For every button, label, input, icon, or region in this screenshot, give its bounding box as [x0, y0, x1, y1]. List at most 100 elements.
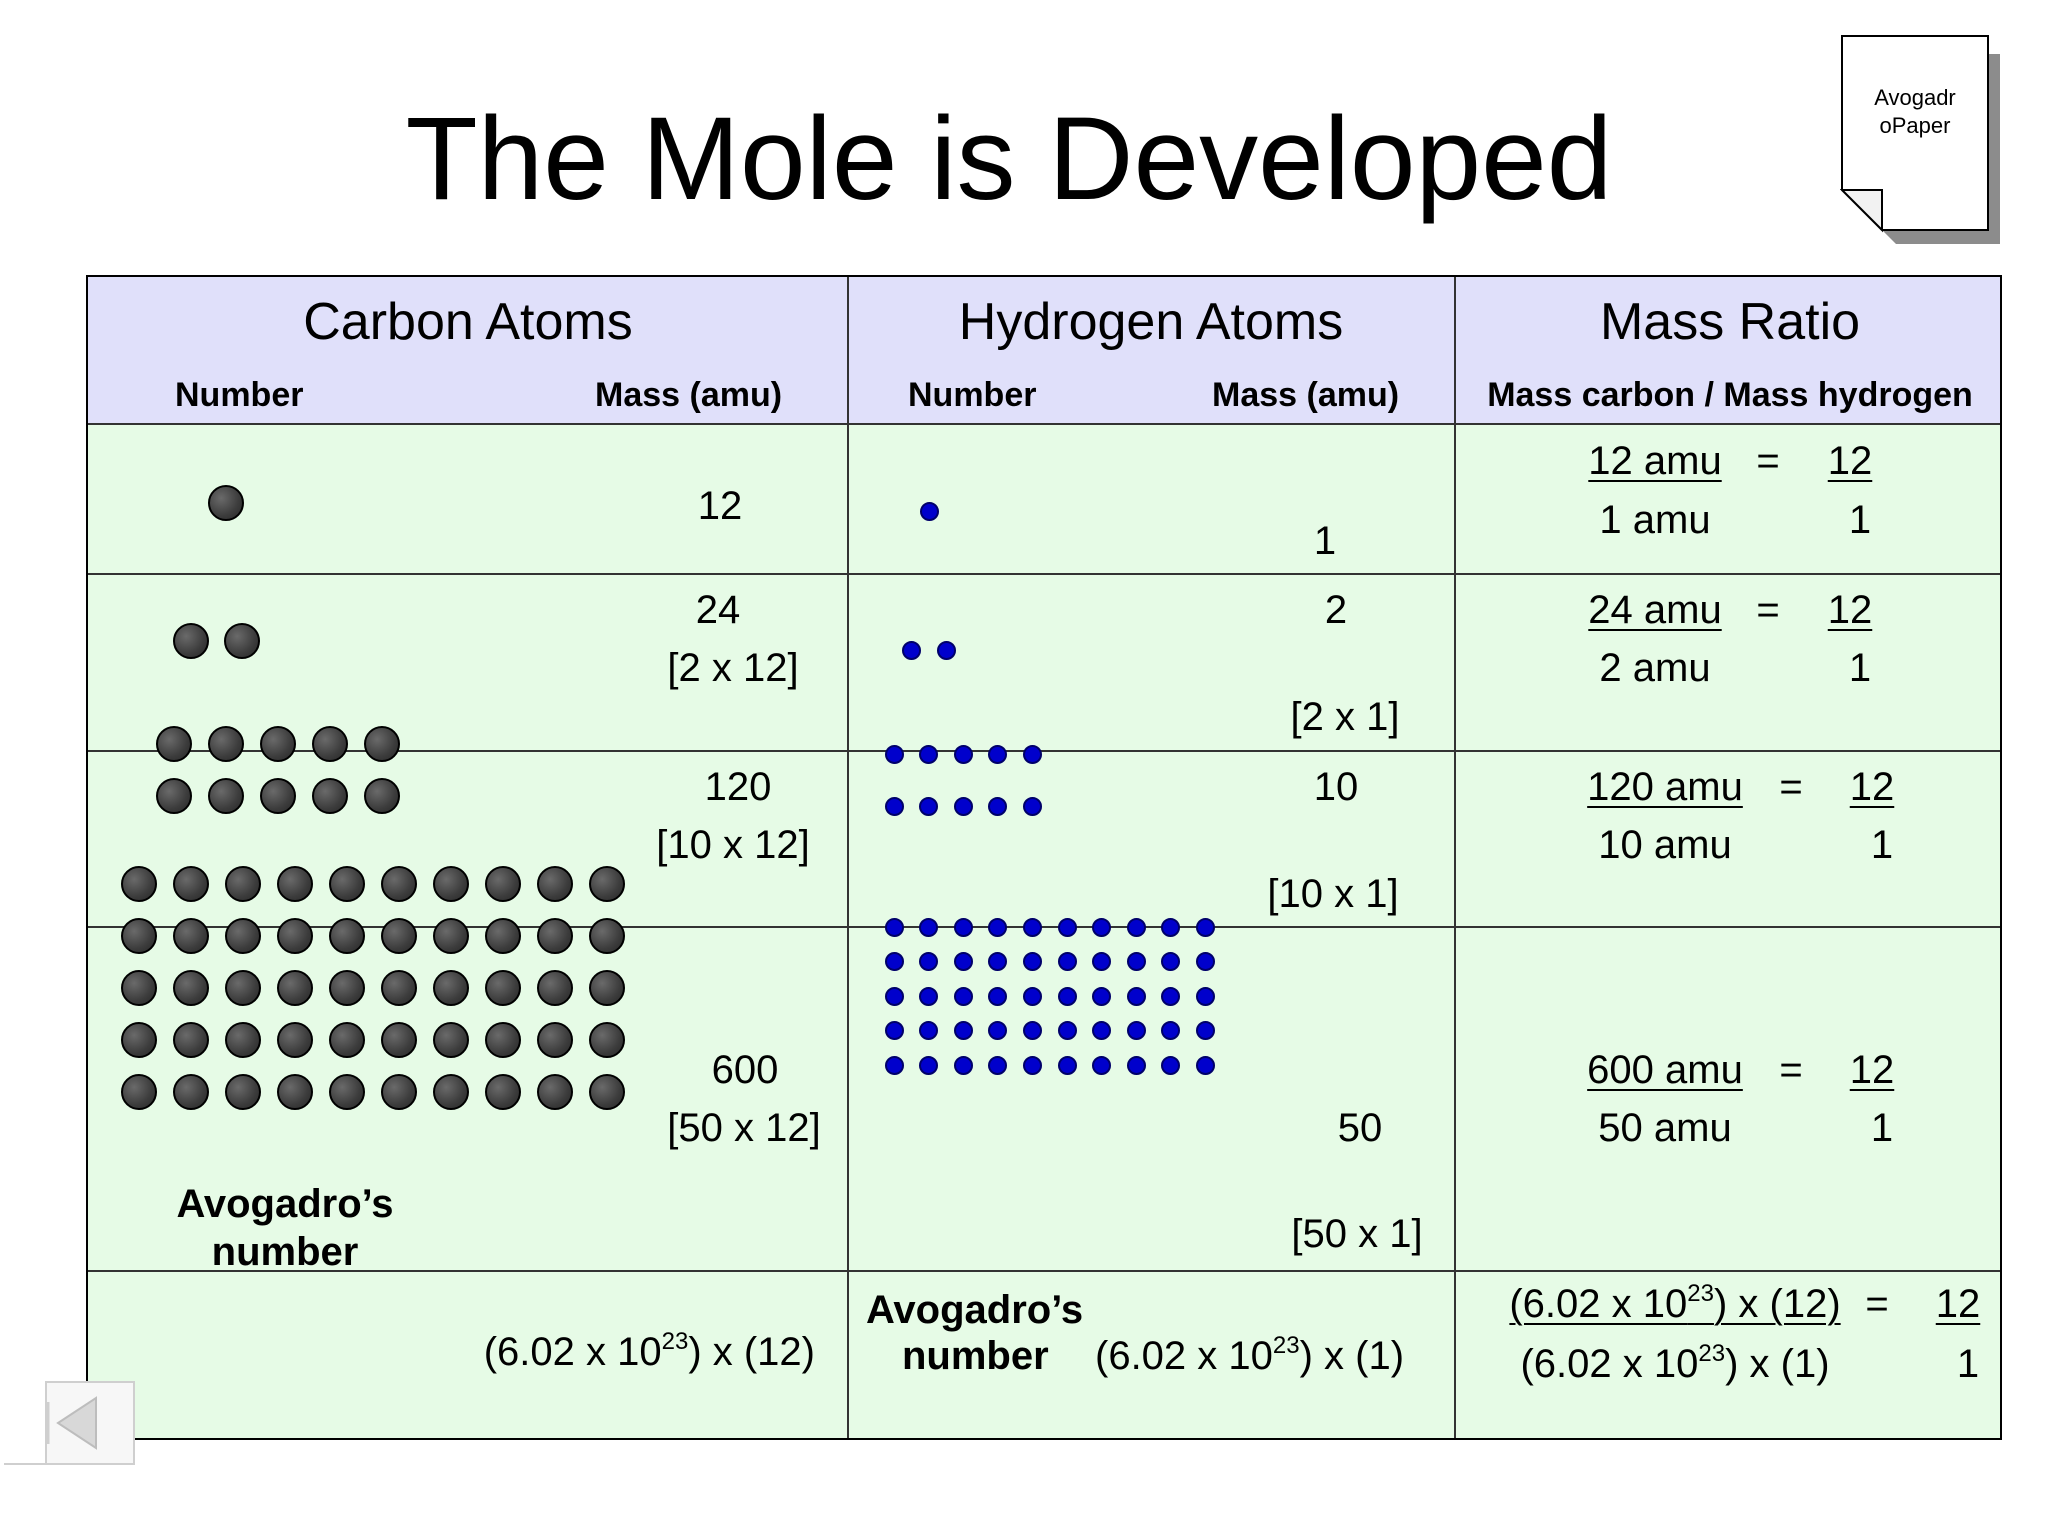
hydrogen-atom	[988, 952, 1008, 971]
hydrogen-atom	[988, 1021, 1008, 1040]
ratio-res-den-avogadro: 1	[1956, 1342, 1980, 1386]
carbon-mass-3: 120	[704, 765, 772, 809]
hydrogen-atom	[1022, 796, 1042, 816]
carbon-atom	[589, 1074, 625, 1110]
ratio-num-avogadro: (6.02 x 1023) x (12)	[1509, 1280, 1841, 1326]
paper-label-line1: Avogadr	[1874, 85, 1956, 110]
hydrogen-atom	[1022, 1055, 1042, 1075]
carbon-atom	[121, 918, 157, 954]
carbon-atom	[485, 1074, 521, 1110]
carbon-atom	[277, 866, 313, 902]
ratio-num-1: 12 amu	[1588, 439, 1722, 483]
ratio-num-2: 24 amu	[1588, 588, 1722, 632]
hydrogen-atom	[884, 917, 904, 937]
ratio-num-4: 600 amu	[1587, 1048, 1743, 1092]
ratio-eq-2: =	[1756, 588, 1780, 632]
hydrogen-mass-3: 10	[1313, 765, 1359, 809]
hydrogen-atom	[1092, 917, 1112, 937]
carbon-mass-4: 600	[711, 1048, 779, 1092]
hydrogen-atom	[1161, 986, 1181, 1006]
table-header	[88, 277, 2000, 423]
carbon-atom	[329, 1074, 365, 1110]
carbon-atom	[121, 866, 157, 902]
hydrogen-atom	[884, 1055, 904, 1075]
carbon-atom	[589, 1022, 625, 1058]
carbon-atom	[173, 866, 209, 902]
hydrogen-atom	[988, 917, 1008, 937]
hydrogen-atom	[953, 796, 973, 816]
carbon-atom	[173, 918, 209, 954]
carbon-atom	[329, 970, 365, 1006]
carbon-atom	[208, 726, 244, 762]
carbon-atom	[589, 918, 625, 954]
carbon-atom	[208, 778, 244, 814]
page-title: The Mole is Developed	[405, 93, 1613, 225]
hydrogen-atom	[1126, 1055, 1146, 1075]
carbon-atom	[537, 970, 573, 1006]
hydrogen-atom	[953, 986, 973, 1006]
carbon-atom	[364, 778, 400, 814]
hydrogen-atom	[1057, 986, 1077, 1006]
carbon-atom	[485, 918, 521, 954]
hydrogen-atom	[1161, 1021, 1181, 1040]
hydrogen-atom	[1057, 917, 1077, 937]
avogadro-label-hydrogen: Avogadro’s number	[866, 1288, 1084, 1378]
hydrogen-mult-4: [50 x 1]	[1291, 1212, 1423, 1256]
hydrogen-mult-2: [2 x 1]	[1290, 695, 1400, 739]
hydrogen-atom	[919, 796, 938, 816]
hydrogen-atom	[936, 640, 956, 660]
carbon-atom	[121, 1022, 157, 1058]
ratio-eq-3: =	[1779, 765, 1803, 809]
carbon-atom	[260, 778, 296, 814]
carbon-atom	[433, 866, 469, 902]
carbon-atom	[329, 1022, 365, 1058]
hydrogen-atom	[919, 501, 939, 521]
hydrogen-atom	[988, 744, 1007, 764]
divider	[88, 750, 2000, 752]
hydrogen-atom	[919, 952, 939, 971]
hydrogen-atom	[919, 744, 938, 764]
divider	[88, 926, 2000, 928]
carbon-atom	[225, 1022, 261, 1058]
carbon-atom	[381, 970, 417, 1006]
carbon-mult-2: [2 x 12]	[667, 646, 799, 690]
hydrogen-atom	[1022, 986, 1042, 1006]
carbon-atom	[537, 1022, 573, 1058]
hydrogen-mass-1: 1	[1313, 519, 1337, 563]
carbon-mass-1: 12	[697, 484, 743, 528]
carbon-atom	[225, 970, 261, 1006]
carbon-atom	[173, 1022, 209, 1058]
ratio-res-num-1: 12	[1827, 439, 1873, 483]
carbon-atom	[381, 918, 417, 954]
carbon-atom	[173, 970, 209, 1006]
carbon-atom	[312, 726, 348, 762]
hydrogen-atom	[988, 986, 1008, 1006]
hydrogen-atom	[1057, 1021, 1077, 1040]
ratio-den-1: 1 amu	[1599, 498, 1711, 542]
hydrogen-atom	[1195, 1021, 1215, 1040]
hydrogen-avogadro-expr: (6.02 x 1023) x (1)	[1095, 1332, 1405, 1378]
carbon-atom	[433, 970, 469, 1006]
carbon-atom	[485, 1022, 521, 1058]
hydrogen-atom	[919, 1055, 939, 1075]
carbon-atom	[225, 918, 261, 954]
avogadro-paper-icon[interactable]: Avogadr oPaper	[1839, 34, 2000, 244]
divider	[88, 1270, 2000, 1272]
hydrogen-atom	[919, 1021, 939, 1040]
ratio-den-2: 2 amu	[1599, 646, 1711, 690]
hydrogen-atom	[953, 1055, 973, 1075]
ratio-res-den-1: 1	[1848, 498, 1872, 542]
hydrogen-atom	[1057, 952, 1077, 971]
carbon-atom	[433, 1022, 469, 1058]
ratio-num-3: 120 amu	[1587, 765, 1743, 809]
hydrogen-atom	[1022, 1021, 1042, 1040]
carbon-atom	[121, 1074, 157, 1110]
hydrogen-atom	[1161, 917, 1181, 937]
ratio-res-den-2: 1	[1848, 646, 1872, 690]
hydrogen-atom	[884, 744, 904, 764]
ratio-res-num-avogadro: 12	[1935, 1282, 1981, 1326]
ratio-res-den-3: 1	[1870, 823, 1894, 867]
back-button[interactable]	[4, 1380, 136, 1466]
carbon-atom	[381, 1022, 417, 1058]
hydrogen-atom	[1022, 744, 1042, 764]
